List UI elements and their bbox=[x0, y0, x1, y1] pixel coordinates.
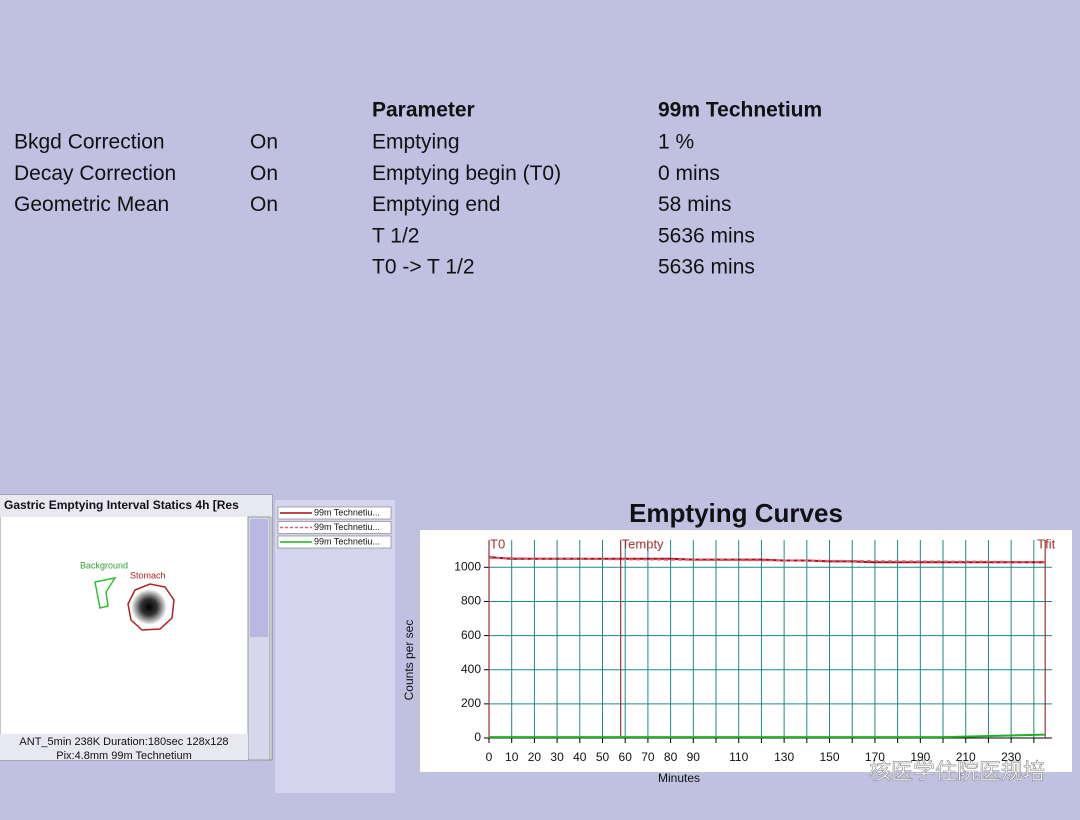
x-tick-label: 10 bbox=[505, 750, 519, 764]
correction-label: Geometric Mean bbox=[14, 193, 169, 216]
roi-label: Background bbox=[80, 560, 128, 570]
x-tick-label: 150 bbox=[820, 750, 840, 764]
param-header: Parameter bbox=[372, 99, 475, 122]
param-value: 58 mins bbox=[658, 193, 732, 216]
chart-title: Emptying Curves bbox=[629, 498, 843, 528]
y-tick-label: 0 bbox=[474, 730, 481, 744]
x-tick-label: 210 bbox=[956, 750, 976, 764]
legend-label: 99m Technetiu... bbox=[314, 536, 380, 546]
background-roi bbox=[94, 576, 117, 609]
x-tick-label: 20 bbox=[528, 750, 542, 764]
image-title-bar bbox=[0, 495, 272, 517]
x-tick-label: 30 bbox=[550, 750, 564, 764]
x-tick-label: 40 bbox=[573, 750, 587, 764]
stomach-roi bbox=[127, 583, 175, 631]
y-axis-label: Counts per sec bbox=[402, 620, 416, 701]
param-value: 0 mins bbox=[658, 162, 720, 185]
series-line bbox=[488, 556, 1046, 563]
y-tick-label: 800 bbox=[461, 594, 481, 608]
correction-label: Bkgd Correction bbox=[14, 131, 165, 154]
x-axis-label: Minutes bbox=[658, 771, 700, 785]
correction-state: On bbox=[250, 193, 278, 216]
marker-label: Tfit bbox=[1037, 536, 1055, 551]
x-tick-label: 90 bbox=[687, 750, 701, 764]
x-tick-label: 110 bbox=[729, 750, 748, 764]
param-name: T0 -> T 1/2 bbox=[372, 256, 475, 279]
x-tick-label: 230 bbox=[1001, 750, 1021, 764]
x-tick-label: 80 bbox=[664, 750, 678, 764]
image-caption: Pix:4.8mm 99m Technetium bbox=[56, 750, 192, 762]
y-tick-label: 400 bbox=[461, 662, 481, 676]
param-name: Emptying end bbox=[372, 193, 500, 216]
x-tick-label: 70 bbox=[641, 750, 655, 764]
param-header: 99m Technetium bbox=[658, 99, 822, 122]
legend-label: 99m Technetiu... bbox=[314, 522, 380, 532]
chart-panel bbox=[420, 530, 1072, 772]
x-tick-label: 0 bbox=[486, 750, 493, 764]
marker-label: T0 bbox=[490, 536, 505, 551]
correction-label: Decay Correction bbox=[14, 162, 176, 185]
image-panel bbox=[0, 494, 273, 761]
scroll-thumb[interactable] bbox=[250, 519, 268, 637]
x-tick-label: 130 bbox=[774, 750, 794, 764]
param-value: 5636 mins bbox=[658, 224, 755, 247]
param-name: T 1/2 bbox=[372, 224, 419, 247]
x-tick-label: 190 bbox=[910, 750, 930, 764]
param-value: 5636 mins bbox=[658, 256, 755, 279]
roi-label: Stomach bbox=[130, 570, 166, 580]
legend-entry bbox=[277, 535, 392, 549]
y-tick-label: 200 bbox=[461, 696, 481, 710]
stomach-image bbox=[131, 589, 167, 625]
correction-state: On bbox=[250, 131, 278, 154]
param-name: Emptying bbox=[372, 131, 460, 154]
watermark: 核医学住院医规培 bbox=[869, 759, 1045, 784]
series-line bbox=[489, 733, 1046, 739]
correction-state: On bbox=[250, 162, 278, 185]
x-tick-label: 60 bbox=[619, 750, 633, 764]
x-tick-label: 170 bbox=[865, 750, 885, 764]
legend-entry bbox=[277, 506, 392, 520]
image-title: Gastric Emptying Interval Statics 4h [Re… bbox=[4, 498, 239, 512]
legend-label: 99m Technetiu... bbox=[314, 507, 380, 517]
legend-entry bbox=[277, 521, 392, 534]
image-caption: ANT_5min 238K Duration:180sec 128x128 bbox=[19, 736, 228, 748]
param-name: Emptying begin (T0) bbox=[372, 162, 561, 185]
y-tick-label: 1000 bbox=[454, 559, 481, 573]
legend-panel bbox=[275, 500, 395, 793]
x-tick-label: 50 bbox=[596, 750, 610, 764]
param-value: 1 % bbox=[658, 131, 694, 154]
caption-bar bbox=[0, 734, 248, 760]
y-tick-label: 600 bbox=[461, 628, 481, 642]
marker-label: Tempty bbox=[622, 536, 664, 551]
